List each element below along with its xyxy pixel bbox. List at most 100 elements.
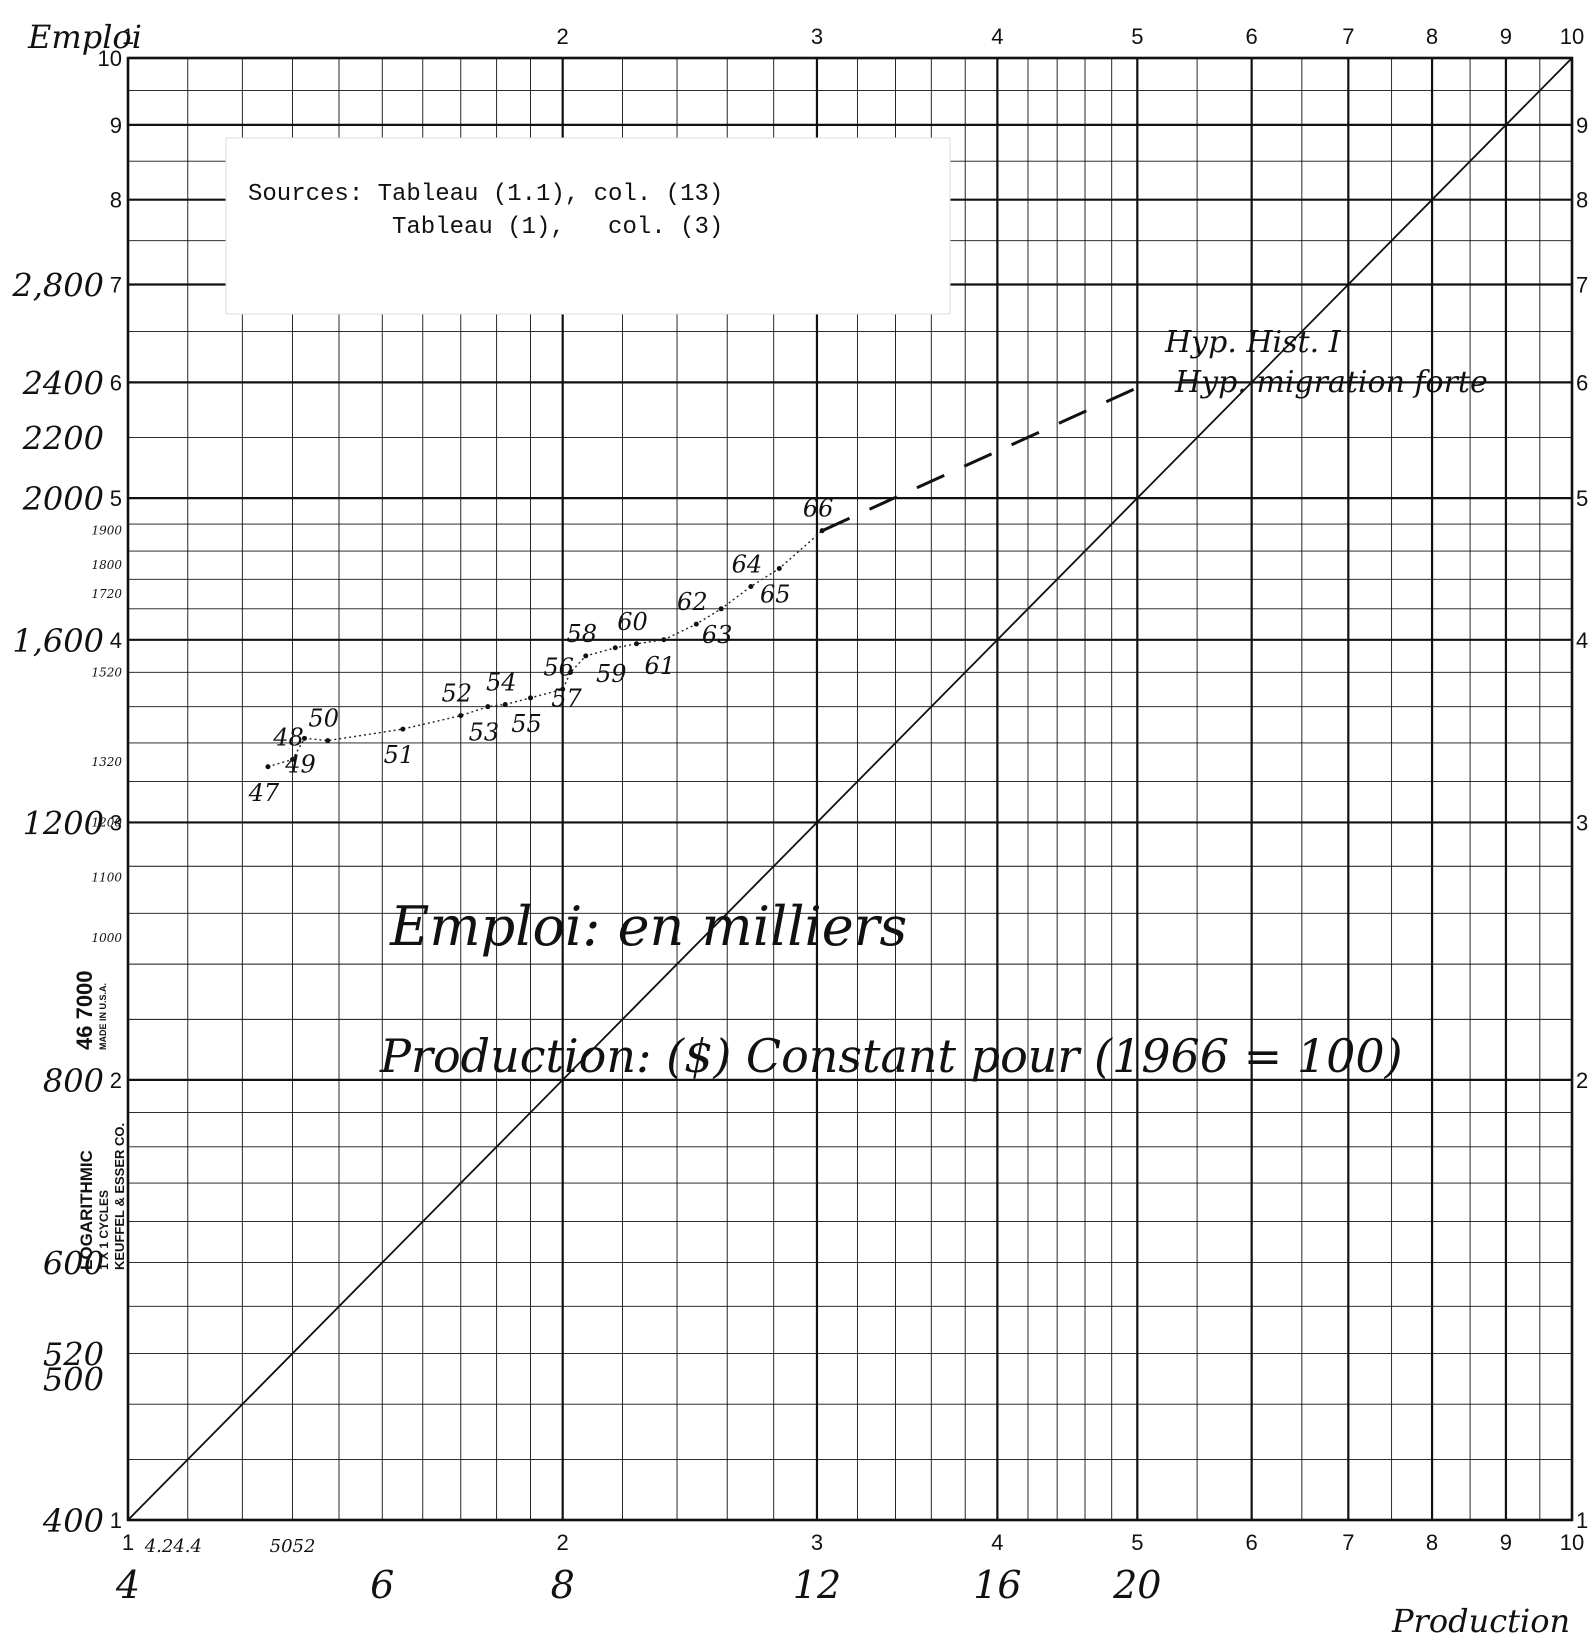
x-cycle-tick-bottom: 8 [1426, 1530, 1438, 1555]
y-small-label: 1200 [91, 815, 122, 829]
sources-line-1: Sources: Tableau (1.1), col. (13) [248, 181, 723, 208]
y-value-label: 800 [43, 1062, 104, 1100]
plot-frame [126, 56, 1574, 1522]
x-cycle-tick-top: 10 [1560, 24, 1584, 49]
y-cycle-tick-left: 5 [110, 486, 122, 511]
y-small-label: 1000 [91, 931, 122, 945]
paper-imprint: 46 7000 MADE IN U.S.A. LOGARITHMIC 1 X 1… [72, 970, 127, 1270]
y-cycle-tick-left: 8 [110, 188, 122, 213]
data-point [265, 764, 271, 770]
x-small-note: 5052 [270, 1536, 316, 1557]
y-value-label: 1200 [23, 804, 104, 842]
y-cycle-tick-right: 7 [1576, 272, 1588, 297]
data-point-label: 48 [272, 724, 304, 752]
data-point [583, 653, 589, 659]
data-point-label: 49 [284, 750, 316, 778]
y-small-label: 1320 [91, 755, 122, 769]
data-point [560, 686, 566, 692]
y-value-label: 2200 [22, 420, 104, 458]
data-point [718, 606, 724, 612]
data-point [693, 621, 699, 627]
data-point [661, 637, 667, 643]
note-emploi: Emploi: en milliers [389, 895, 907, 958]
y-value-label: 2,800 [11, 266, 104, 304]
y-cycle-tick-left: 7 [110, 272, 122, 297]
y-axis-title: Emploi [27, 18, 142, 56]
series-line-2 [821, 386, 1138, 533]
data-point-label: 50 [308, 705, 339, 733]
imprint-line-4: 1 X 1 CYCLES [97, 1190, 111, 1270]
y-value-label: 500 [43, 1360, 104, 1398]
x-value-label: 12 [793, 1563, 841, 1607]
y-cycle-tick-right: 2 [1576, 1068, 1588, 1093]
note-production: Production: ($) Constant pour (1966 = 10… [379, 1029, 1403, 1083]
data-point-label: 66 [803, 495, 834, 523]
y-small-label: 1520 [91, 665, 122, 679]
data-point-label: 62 [677, 588, 708, 616]
data-point-label: 57 [551, 684, 582, 712]
x-cycle-tick-top: 2 [557, 24, 569, 49]
data-point-label: 55 [511, 710, 542, 738]
y-value-label: 600 [43, 1245, 104, 1283]
x-value-label: 20 [1112, 1563, 1161, 1607]
imprint-line-5: KEUFFEL & ESSER CO. [112, 1123, 127, 1270]
y-small-label: 1100 [91, 871, 122, 885]
y-cycle-tick-left: 1 [110, 1508, 122, 1533]
imprint-line-1: 46 7000 [72, 970, 97, 1050]
x-cycle-tick-bottom: 3 [811, 1530, 823, 1555]
y-value-label: 520 [43, 1335, 104, 1373]
sources-box: Sources: Tableau (1.1), col. (13) Tablea… [225, 137, 951, 315]
data-point [458, 713, 464, 719]
y-cycle-tick-right: 9 [1576, 113, 1588, 138]
data-point [634, 641, 640, 647]
data-point [528, 695, 534, 701]
data-point [325, 738, 331, 744]
x-cycle-tick-bottom: 5 [1131, 1530, 1143, 1555]
imprint-line-3: LOGARITHMIC [77, 1150, 96, 1270]
y-cycle-tick-right: 4 [1576, 628, 1588, 653]
data-point-label: 51 [384, 741, 415, 769]
y-cycle-tick-right: 1 [1576, 1508, 1588, 1533]
data-point [748, 584, 754, 590]
data-point-label: 53 [469, 719, 500, 747]
data-point-label: 63 [702, 621, 733, 649]
data-point-label: 58 [567, 620, 598, 648]
data-point [612, 645, 618, 651]
y-small-label: 1800 [91, 558, 122, 572]
series-line-1 [267, 530, 823, 768]
data-point [301, 735, 307, 741]
y-cycle-tick-left: 9 [110, 113, 122, 138]
data-point-label: 59 [596, 660, 627, 688]
x-value-label: 16 [973, 1563, 1021, 1607]
y-cycle-tick-right: 8 [1576, 188, 1588, 213]
y-cycle-tick-left: 4 [110, 628, 122, 653]
label-hyp-2: Hyp. migration forte [1174, 365, 1488, 400]
y-small-label: 1900 [91, 524, 122, 538]
x-cycle-tick-top: 4 [991, 24, 1003, 49]
data-point [502, 701, 508, 707]
data-point-label: 65 [760, 581, 791, 609]
x-small-note: 4.24.4 [144, 1536, 202, 1557]
imprint-line-2: MADE IN U.S.A. [98, 983, 108, 1050]
x-cycle-tick-top: 9 [1500, 24, 1512, 49]
data-point-label: 61 [645, 652, 676, 680]
x-value-label: 8 [551, 1563, 575, 1607]
data-point [400, 726, 406, 732]
y-cycle-tick-left: 3 [110, 810, 122, 835]
label-hyp-1: Hyp. Hist. I [1164, 325, 1342, 360]
data-point-label: 64 [732, 551, 763, 579]
x-cycle-tick-bottom: 7 [1342, 1530, 1354, 1555]
data-point-label: 54 [486, 668, 517, 696]
x-value-label: 4 [115, 1563, 140, 1607]
x-cycle-tick-bottom: 4 [991, 1530, 1003, 1555]
data-point-label: 47 [248, 779, 280, 807]
y-cycle-tick-right: 3 [1576, 810, 1588, 835]
data-point [567, 669, 573, 675]
y-value-label: 400 [42, 1502, 104, 1540]
x-cycle-tick-top: 1 [122, 24, 134, 49]
data-point [776, 566, 782, 572]
x-value-label: 6 [370, 1563, 394, 1607]
